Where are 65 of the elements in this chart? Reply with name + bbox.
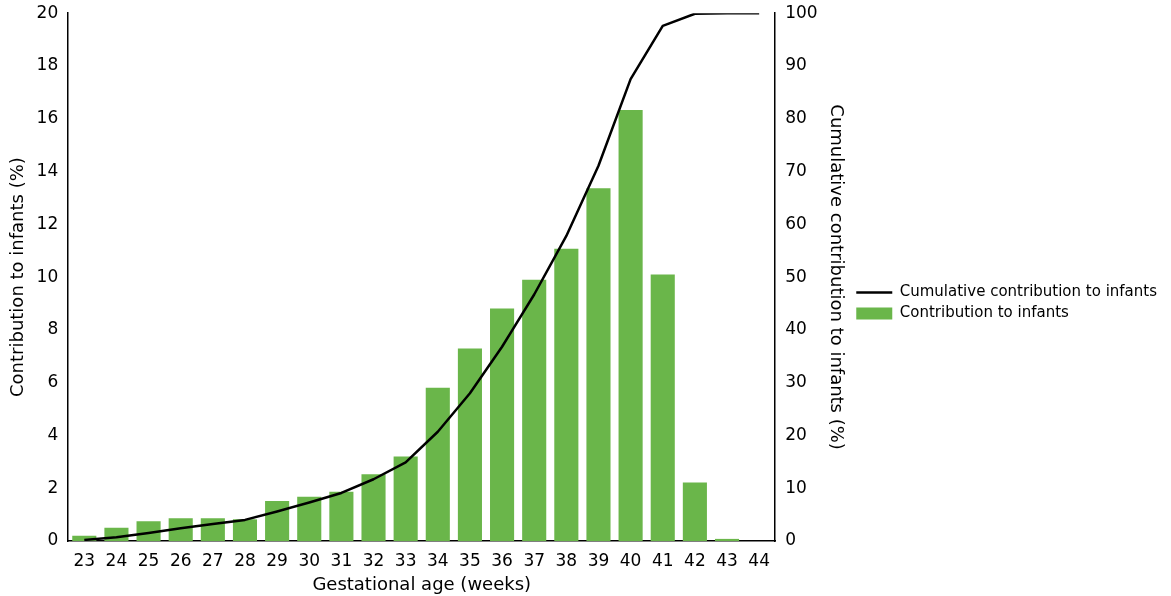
x-axis-title: Gestational age (weeks) [312,572,532,594]
bar [361,474,386,541]
y2-tick-label: 60 [785,212,807,233]
x-tick-label: 42 [684,549,706,570]
x-tick-label: 35 [459,549,481,570]
bar [618,110,643,541]
y2-tick-label: 50 [785,265,807,286]
bar [393,456,418,541]
x-tick-label: 43 [716,549,738,570]
x-tick-label: 38 [555,549,578,570]
y-tick-label: 12 [36,212,59,233]
y-tick-label: 10 [36,265,59,286]
x-tick-label: 24 [105,549,128,570]
x-tick-label: 29 [266,549,288,570]
bar [329,491,354,541]
y-tick-label: 18 [36,54,59,75]
bar [425,387,450,541]
y2-tick-label: 40 [785,318,807,339]
bar [457,348,482,541]
bar [714,538,740,541]
x-tick-label: 31 [330,549,353,570]
bar [297,496,322,541]
x-tick-label: 40 [619,549,642,570]
y-tick-label: 16 [36,107,59,128]
y-tick-label: 2 [47,476,59,497]
y2-tick-label: 80 [785,107,807,128]
y-tick-label: 8 [47,318,59,339]
x-tick-label: 33 [394,549,417,570]
y-tick-label: 14 [36,159,59,180]
y2-tick-label: 10 [785,476,807,497]
bar [554,248,579,541]
x-tick-label: 28 [234,549,256,570]
x-tick-label: 39 [587,549,610,570]
y2-tick-label: 100 [785,1,818,22]
x-tick-label: 37 [523,549,546,570]
y-tick-label: 0 [47,529,59,550]
x-tick-label: 25 [137,549,160,570]
bar [232,519,258,541]
x-tick-label: 41 [651,549,674,570]
x-tick-label: 34 [426,549,449,570]
x-tick-label: 36 [491,549,513,570]
y2-tick-label: 30 [785,371,807,392]
x-tick-label: 23 [73,549,96,570]
y2-tick-label: 70 [785,159,807,180]
bar [586,188,611,541]
x-tick-label: 26 [169,549,192,570]
legend-label: Contribution to infants [899,303,1070,322]
bar [682,482,707,541]
y-tick-label: 20 [36,1,59,22]
x-tick-label: 27 [202,549,224,570]
legend-label: Cumulative contribution to infants [899,282,1158,301]
x-tick-label: 32 [362,549,385,570]
bar [650,274,675,541]
y-tick-label: 6 [47,371,59,392]
y2-axis-title: Cumulative contribution to infants (%) [826,104,848,450]
y2-tick-label: 0 [785,529,797,550]
x-tick-label: 44 [748,549,770,570]
y2-tick-label: 90 [785,54,807,75]
y2-tick-label: 20 [785,423,807,444]
bar [522,279,547,541]
y-tick-label: 4 [47,423,59,444]
x-tick-label: 30 [298,549,321,570]
y-axis-title: Contribution to infants (%) [6,157,28,397]
bar [490,308,515,541]
bar [265,500,290,541]
